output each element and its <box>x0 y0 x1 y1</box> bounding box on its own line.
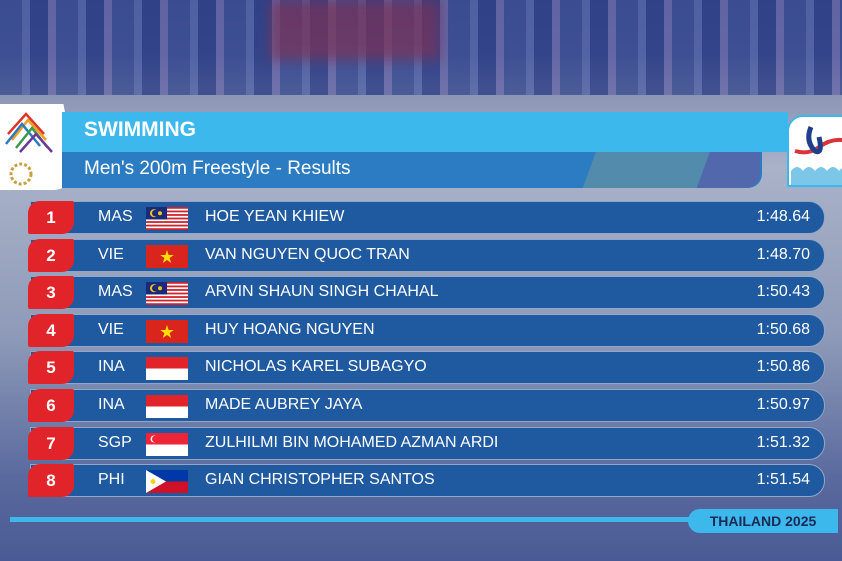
rank-badge: 1 <box>28 201 74 234</box>
finish-time: 1:51.54 <box>756 471 810 489</box>
malaysia-flag-icon <box>146 282 188 306</box>
result-row: 2 VIE VAN NGUYEN QUOC TRAN 1:48.70 <box>28 238 825 272</box>
background-stands <box>0 0 842 95</box>
philippines-flag-icon <box>146 470 188 494</box>
finish-time: 1:50.97 <box>756 396 810 413</box>
result-row: 3 MAS ARVIN SHAUN SINGH CHAHAL 1:50.43 <box>28 276 825 310</box>
country-code: INA <box>98 396 125 413</box>
athlete-name: HOE YEAN KHIEW <box>205 208 345 225</box>
country-code: SGP <box>98 433 132 451</box>
rank-badge: 5 <box>28 351 74 385</box>
athlete-name: ZULHILMI BIN MOHAMED AZMAN ARDI <box>205 433 499 451</box>
games-logo <box>0 104 72 190</box>
result-row: 1 MAS HOE YEAN KHIEW 1:48.64 <box>28 201 825 234</box>
result-row: 4 VIE HUY HOANG NGUYEN 1:50.68 <box>28 313 825 347</box>
country-code: MAS <box>98 208 133 225</box>
result-row: 8 PHI GIAN CHRISTOPHER SANTOS 1:51.54 <box>28 464 825 498</box>
rank-badge: 4 <box>28 313 74 347</box>
result-row: 6 INA MADE AUBREY JAYA 1:50.97 <box>28 389 825 422</box>
athlete-name: ARVIN SHAUN SINGH CHAHAL <box>205 283 439 301</box>
footer-line <box>10 517 700 522</box>
edition-badge: THAILAND 2025 <box>688 509 838 533</box>
country-code: VIE <box>98 320 124 338</box>
vietnam-flag-icon <box>146 319 188 343</box>
result-row: 7 SGP ZULHILMI BIN MOHAMED AZMAN ARDI 1:… <box>28 426 825 460</box>
athlete-name: NICHOLAS KAREL SUBAGYO <box>205 358 427 376</box>
athlete-name: VAN NGUYEN QUOC TRAN <box>205 245 410 263</box>
result-row: 5 INA NICHOLAS KAREL SUBAGYO 1:50.86 <box>28 351 825 385</box>
rank-badge: 3 <box>28 276 74 310</box>
subtitle-decoration <box>520 152 760 188</box>
indonesia-flag-icon <box>146 357 188 381</box>
athlete-name: HUY HOANG NGUYEN <box>205 320 375 338</box>
rank-badge: 2 <box>28 238 74 272</box>
finish-time: 1:50.86 <box>756 358 810 376</box>
rank-badge: 6 <box>28 389 74 422</box>
rank-badge: 7 <box>28 426 74 460</box>
country-code: MAS <box>98 283 133 301</box>
malaysia-flag-icon <box>146 207 188 230</box>
country-code: VIE <box>98 245 124 263</box>
singapore-flag-icon <box>146 432 188 456</box>
athlete-name: GIAN CHRISTOPHER SANTOS <box>205 471 435 489</box>
indonesia-flag-icon <box>146 395 188 418</box>
finish-time: 1:50.68 <box>756 320 810 338</box>
finish-time: 1:51.32 <box>756 433 810 451</box>
athlete-name: MADE AUBREY JAYA <box>205 396 363 413</box>
country-code: INA <box>98 358 125 376</box>
rank-badge: 8 <box>28 464 74 498</box>
country-code: PHI <box>98 471 125 489</box>
finish-time: 1:50.43 <box>756 283 810 301</box>
swimming-pictogram-icon <box>787 115 842 187</box>
title-band <box>62 112 788 152</box>
sport-title: SWIMMING <box>84 118 196 141</box>
finish-time: 1:48.64 <box>756 208 810 225</box>
vietnam-flag-icon <box>146 244 188 268</box>
event-title: Men's 200m Freestyle - Results <box>84 158 351 179</box>
finish-time: 1:48.70 <box>756 245 810 263</box>
